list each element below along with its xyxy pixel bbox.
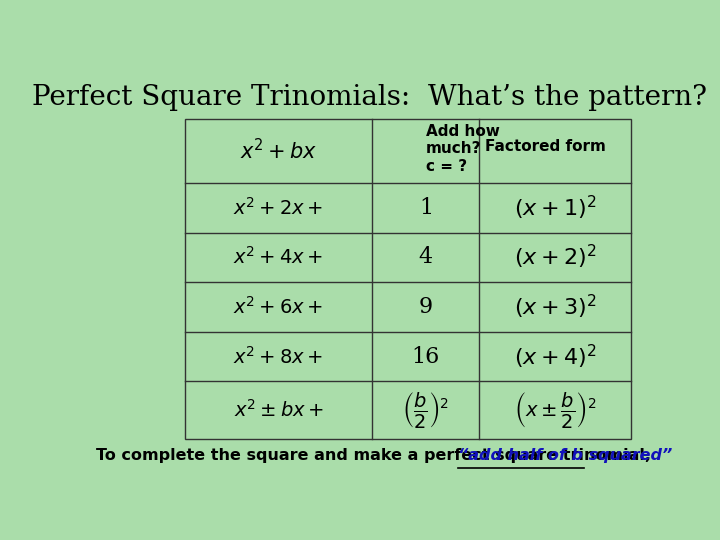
Text: “add half of b squared”: “add half of b squared” bbox=[459, 448, 672, 463]
Text: $x^2+bx$: $x^2+bx$ bbox=[240, 138, 318, 164]
Text: $(x+2)^2$: $(x+2)^2$ bbox=[514, 243, 597, 272]
Text: $x^2\pm bx+$: $x^2\pm bx+$ bbox=[233, 399, 324, 421]
Text: 4: 4 bbox=[419, 246, 433, 268]
Text: $(x+3)^2$: $(x+3)^2$ bbox=[514, 293, 597, 321]
Text: $x^2+6x+$: $x^2+6x+$ bbox=[233, 296, 324, 318]
Text: $\left(x\pm\dfrac{b}{2}\right)^2$: $\left(x\pm\dfrac{b}{2}\right)^2$ bbox=[514, 390, 597, 430]
Text: $x^2+2x+$: $x^2+2x+$ bbox=[233, 197, 324, 219]
Text: $x^2+8x+$: $x^2+8x+$ bbox=[233, 346, 324, 368]
Bar bbox=[185, 119, 631, 439]
Text: Factored form: Factored form bbox=[485, 139, 606, 154]
Text: 1: 1 bbox=[419, 197, 433, 219]
Text: 16: 16 bbox=[412, 346, 440, 368]
Text: Add how
much?
c = ?: Add how much? c = ? bbox=[426, 124, 500, 174]
Text: To complete the square and make a perfect square trinomial,: To complete the square and make a perfec… bbox=[96, 448, 651, 463]
Text: 9: 9 bbox=[419, 296, 433, 318]
Text: $\left(\dfrac{b}{2}\right)^2$: $\left(\dfrac{b}{2}\right)^2$ bbox=[402, 390, 449, 430]
Text: $x^2+4x+$: $x^2+4x+$ bbox=[233, 246, 324, 268]
Text: Perfect Square Trinomials:  What’s the pattern?: Perfect Square Trinomials: What’s the pa… bbox=[32, 84, 706, 111]
Text: $(x+4)^2$: $(x+4)^2$ bbox=[514, 342, 597, 370]
Text: $(x+1)^2$: $(x+1)^2$ bbox=[514, 194, 597, 222]
